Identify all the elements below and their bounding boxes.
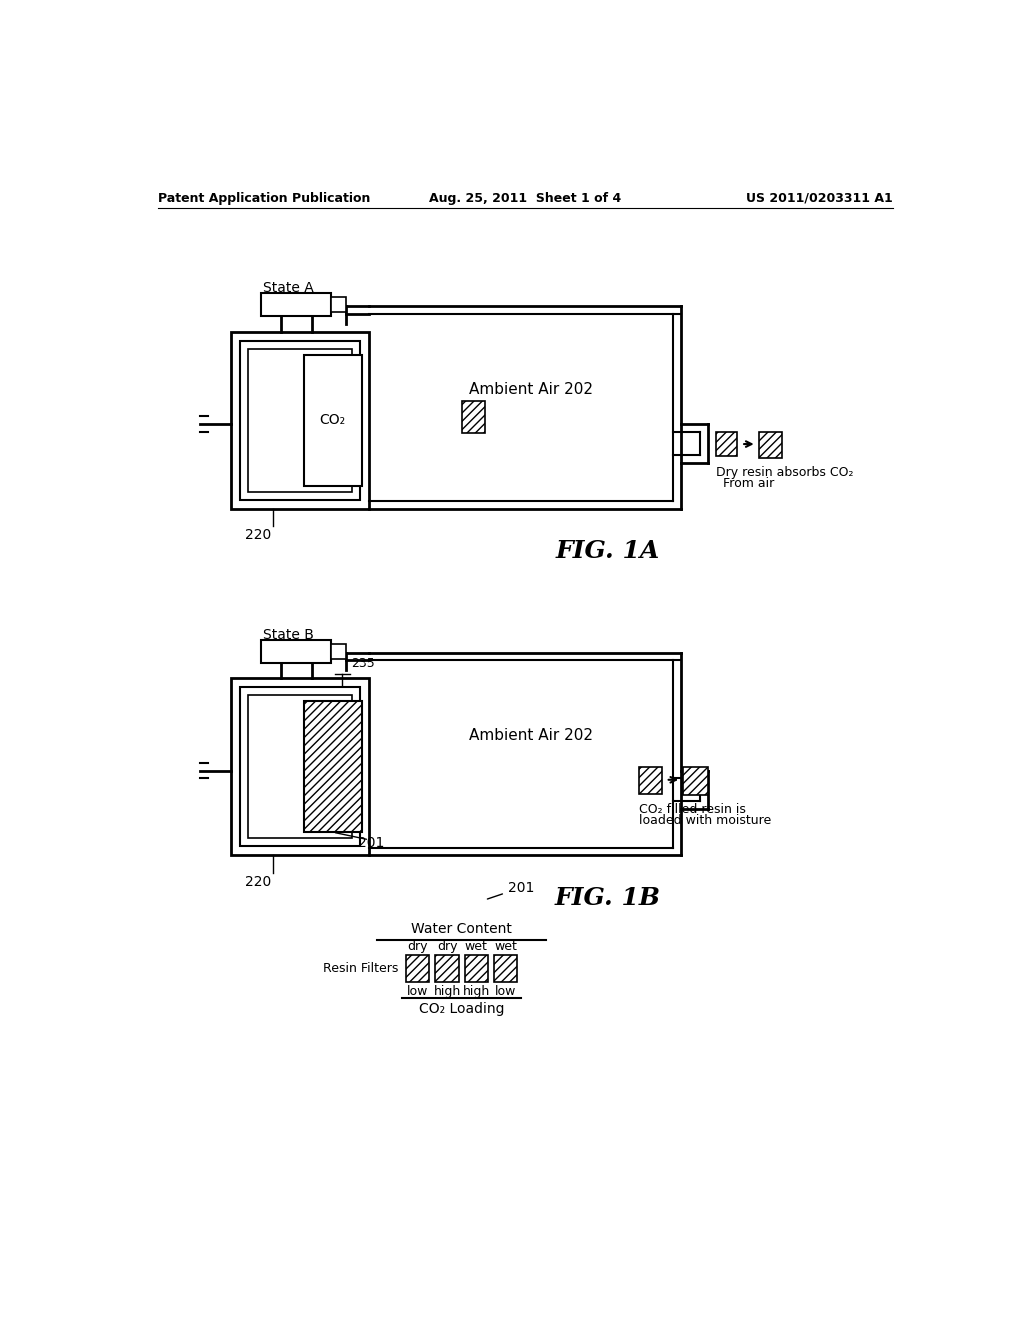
Text: 220: 220	[245, 528, 270, 543]
Text: Ambient Air 202: Ambient Air 202	[469, 381, 593, 397]
Text: FIG. 1B: FIG. 1B	[555, 886, 660, 909]
Text: From air: From air	[724, 478, 775, 490]
Text: CO₂ Loading: CO₂ Loading	[419, 1002, 505, 1015]
Text: State A: State A	[263, 281, 313, 296]
Text: 201: 201	[357, 836, 384, 850]
Bar	[331, 644, 346, 659]
Text: Ambient Air 202: Ambient Air 202	[469, 729, 593, 743]
Text: Water Content: Water Content	[412, 923, 512, 936]
Text: 220: 220	[245, 875, 270, 888]
Bar	[435, 956, 459, 982]
Bar	[240, 341, 360, 499]
Bar	[230, 678, 370, 855]
Text: FIG. 1A: FIG. 1A	[556, 539, 660, 564]
Bar	[494, 956, 517, 982]
Bar	[716, 432, 737, 457]
Bar	[304, 355, 361, 486]
Bar	[261, 293, 331, 317]
Text: CO₂ filled resin is: CO₂ filled resin is	[639, 803, 745, 816]
Text: Resin Filters: Resin Filters	[324, 962, 398, 975]
Bar	[331, 297, 346, 313]
Text: Aug. 25, 2011  Sheet 1 of 4: Aug. 25, 2011 Sheet 1 of 4	[429, 191, 621, 205]
Bar	[240, 688, 360, 846]
Bar	[462, 401, 484, 433]
Text: 235: 235	[351, 657, 375, 671]
Text: low: low	[495, 985, 516, 998]
Bar	[261, 640, 331, 663]
Text: US 2011/0203311 A1: US 2011/0203311 A1	[746, 191, 893, 205]
Text: State B: State B	[263, 628, 314, 642]
Text: 201: 201	[487, 880, 535, 899]
Text: Dry resin absorbs CO₂: Dry resin absorbs CO₂	[716, 466, 853, 479]
Text: dry: dry	[437, 940, 458, 953]
Text: high: high	[463, 985, 489, 998]
Bar	[304, 701, 361, 832]
Text: low: low	[408, 985, 428, 998]
Bar	[248, 348, 352, 492]
Text: wet: wet	[495, 940, 517, 953]
Bar	[248, 696, 352, 838]
Bar	[230, 331, 370, 508]
Bar	[759, 432, 782, 458]
Text: high: high	[433, 985, 461, 998]
Text: dry: dry	[408, 940, 428, 953]
Text: Patent Application Publication: Patent Application Publication	[158, 191, 370, 205]
Bar	[465, 956, 487, 982]
Text: wet: wet	[465, 940, 487, 953]
Text: CO₂: CO₂	[319, 413, 346, 428]
Text: loaded with moisture: loaded with moisture	[639, 814, 771, 828]
Bar	[407, 956, 429, 982]
Bar	[683, 767, 708, 795]
Bar	[639, 767, 662, 793]
